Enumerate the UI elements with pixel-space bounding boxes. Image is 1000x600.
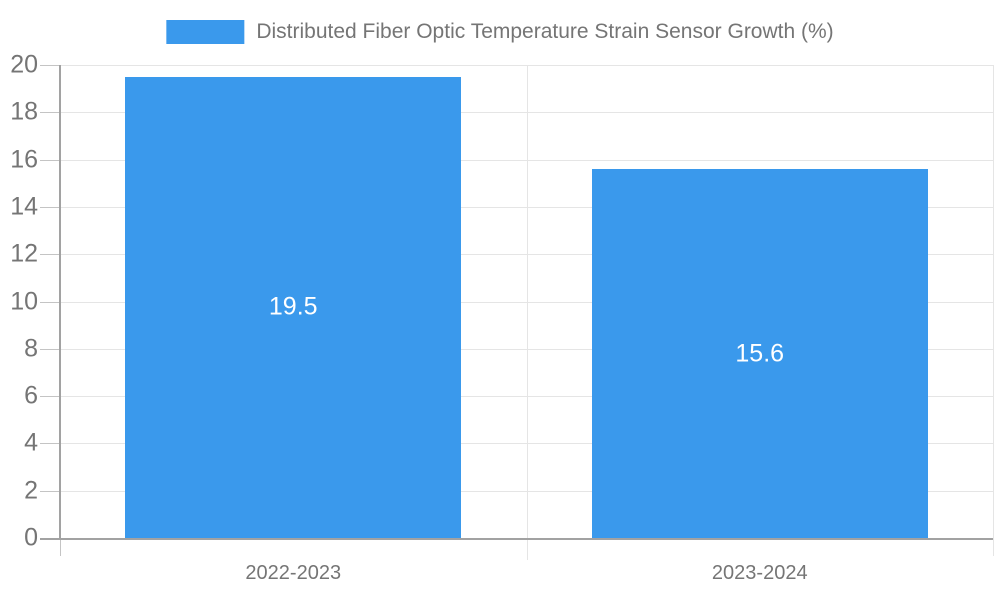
y-tick-mark (40, 254, 60, 256)
y-tick-mark (40, 443, 60, 445)
y-tick-mark (40, 159, 60, 161)
y-tick-mark (40, 206, 60, 208)
y-tick-mark (40, 301, 60, 303)
y-tick-label: 16 (10, 145, 38, 174)
y-tick-mark (40, 112, 60, 114)
y-tick-label: 14 (10, 192, 38, 221)
x-axis-origin-tick (60, 538, 61, 556)
y-tick-label: 6 (24, 381, 38, 410)
category-divider (526, 65, 528, 560)
bar[interactable] (591, 169, 928, 538)
y-axis-line (59, 65, 61, 538)
x-tick-label: 2023-2024 (711, 562, 808, 584)
y-tick-mark (40, 490, 60, 492)
x-axis-line (40, 538, 993, 540)
y-tick-label: 0 (24, 523, 38, 552)
bar-value-label: 19.5 (268, 292, 318, 321)
y-tick-mark (40, 396, 60, 398)
legend-swatch (166, 19, 245, 44)
y-tick-label: 8 (24, 334, 38, 363)
y-tick-mark (40, 348, 60, 350)
x-tick-label: 2022-2023 (245, 562, 342, 584)
y-tick-label: 12 (10, 239, 38, 268)
y-tick-label: 20 (10, 50, 38, 79)
y-tick-label: 4 (24, 428, 38, 457)
y-tick-label: 10 (10, 287, 38, 315)
bar[interactable] (125, 76, 462, 538)
bar-value-label: 15.6 (735, 339, 785, 368)
y-tick-mark (40, 65, 60, 66)
legend-label: Distributed Fiber Optic Temperature Stra… (256, 19, 834, 43)
y-tick-label: 2 (24, 476, 38, 505)
plot-right-border (993, 65, 994, 556)
y-tick-label: 18 (10, 97, 38, 126)
chart-legend[interactable]: Distributed Fiber Optic Temperature Stra… (166, 19, 834, 44)
